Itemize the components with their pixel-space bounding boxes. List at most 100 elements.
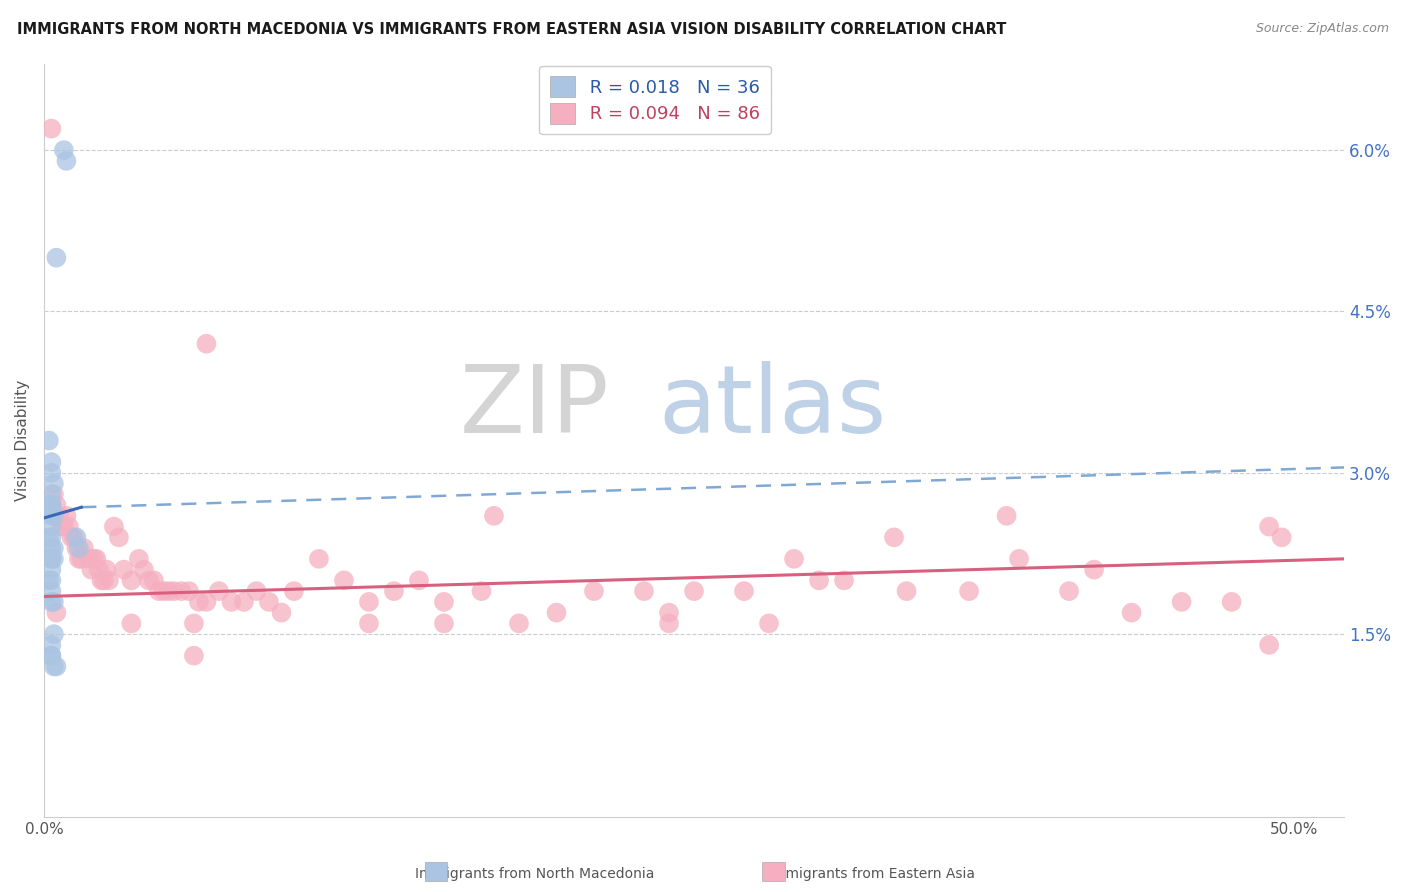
Point bbox=[41, 498, 63, 512]
Point bbox=[832, 574, 855, 588]
Point bbox=[1057, 584, 1080, 599]
Point bbox=[112, 563, 135, 577]
Point bbox=[683, 584, 706, 599]
Point bbox=[41, 541, 63, 555]
Point bbox=[883, 530, 905, 544]
Point bbox=[128, 552, 150, 566]
Point bbox=[51, 519, 73, 533]
Text: IMMIGRANTS FROM NORTH MACEDONIA VS IMMIGRANTS FROM EASTERN ASIA VISION DISABILIT: IMMIGRANTS FROM NORTH MACEDONIA VS IMMIG… bbox=[17, 22, 1007, 37]
Point bbox=[41, 574, 63, 588]
Point bbox=[87, 563, 110, 577]
Point bbox=[1258, 519, 1281, 533]
Point bbox=[42, 595, 65, 609]
Point bbox=[245, 584, 267, 599]
Text: atlas: atlas bbox=[658, 360, 886, 452]
Y-axis label: Vision Disability: Vision Disability bbox=[15, 380, 30, 501]
Point bbox=[45, 251, 67, 265]
Point bbox=[633, 584, 655, 599]
Point bbox=[63, 530, 86, 544]
Point bbox=[546, 606, 568, 620]
Point bbox=[995, 508, 1018, 523]
Point bbox=[77, 552, 100, 566]
Point bbox=[67, 541, 90, 555]
Point bbox=[187, 595, 209, 609]
Point bbox=[357, 595, 380, 609]
Point bbox=[1008, 552, 1031, 566]
Point bbox=[148, 584, 170, 599]
Point bbox=[195, 595, 218, 609]
Point bbox=[38, 574, 60, 588]
Point bbox=[382, 584, 405, 599]
Point bbox=[73, 541, 96, 555]
Point bbox=[41, 487, 63, 501]
Point bbox=[783, 552, 806, 566]
Point bbox=[142, 574, 165, 588]
Point bbox=[177, 584, 200, 599]
Point bbox=[1121, 606, 1143, 620]
Point bbox=[41, 638, 63, 652]
Point bbox=[41, 648, 63, 663]
Point bbox=[433, 616, 456, 631]
Point bbox=[270, 606, 292, 620]
Point bbox=[42, 659, 65, 673]
Point bbox=[55, 153, 77, 168]
Point bbox=[582, 584, 605, 599]
Point bbox=[41, 552, 63, 566]
Point bbox=[41, 121, 63, 136]
Point bbox=[120, 574, 142, 588]
Point bbox=[41, 498, 63, 512]
Point bbox=[308, 552, 330, 566]
Point bbox=[1170, 595, 1192, 609]
Point bbox=[1220, 595, 1243, 609]
Point bbox=[157, 584, 180, 599]
Point bbox=[132, 563, 155, 577]
Point bbox=[470, 584, 492, 599]
Point bbox=[70, 552, 93, 566]
Text: ZIP: ZIP bbox=[460, 360, 609, 452]
Point bbox=[103, 519, 125, 533]
Point bbox=[86, 552, 108, 566]
Text: Immigrants from Eastern Asia: Immigrants from Eastern Asia bbox=[768, 867, 976, 881]
Point bbox=[482, 508, 505, 523]
Point bbox=[55, 508, 77, 523]
Point bbox=[41, 455, 63, 469]
Point bbox=[195, 336, 218, 351]
Point bbox=[658, 606, 681, 620]
Point bbox=[38, 498, 60, 512]
Point bbox=[93, 574, 115, 588]
Point bbox=[232, 595, 254, 609]
Point bbox=[41, 648, 63, 663]
Point bbox=[1258, 638, 1281, 652]
Point bbox=[67, 552, 90, 566]
Point bbox=[45, 498, 67, 512]
Point bbox=[758, 616, 780, 631]
Point bbox=[153, 584, 176, 599]
Point bbox=[658, 616, 681, 631]
Point bbox=[183, 616, 205, 631]
Point bbox=[170, 584, 193, 599]
Text: Immigrants from North Macedonia: Immigrants from North Macedonia bbox=[415, 867, 654, 881]
Point bbox=[408, 574, 430, 588]
Point bbox=[41, 563, 63, 577]
Point bbox=[108, 530, 131, 544]
Point bbox=[183, 648, 205, 663]
Point bbox=[733, 584, 755, 599]
Point bbox=[45, 659, 67, 673]
Point bbox=[41, 466, 63, 480]
Point bbox=[45, 606, 67, 620]
Legend:  R = 0.018   N = 36,  R = 0.094   N = 86: R = 0.018 N = 36, R = 0.094 N = 86 bbox=[538, 65, 770, 135]
Point bbox=[58, 519, 80, 533]
Point bbox=[120, 616, 142, 631]
Point bbox=[1083, 563, 1105, 577]
Point bbox=[221, 595, 243, 609]
Point bbox=[138, 574, 160, 588]
Point bbox=[41, 508, 63, 523]
Point bbox=[90, 574, 112, 588]
Point bbox=[433, 595, 456, 609]
Point bbox=[41, 519, 63, 533]
Point bbox=[357, 616, 380, 631]
Point bbox=[42, 487, 65, 501]
Point bbox=[208, 584, 231, 599]
Point bbox=[808, 574, 831, 588]
Point bbox=[52, 519, 75, 533]
